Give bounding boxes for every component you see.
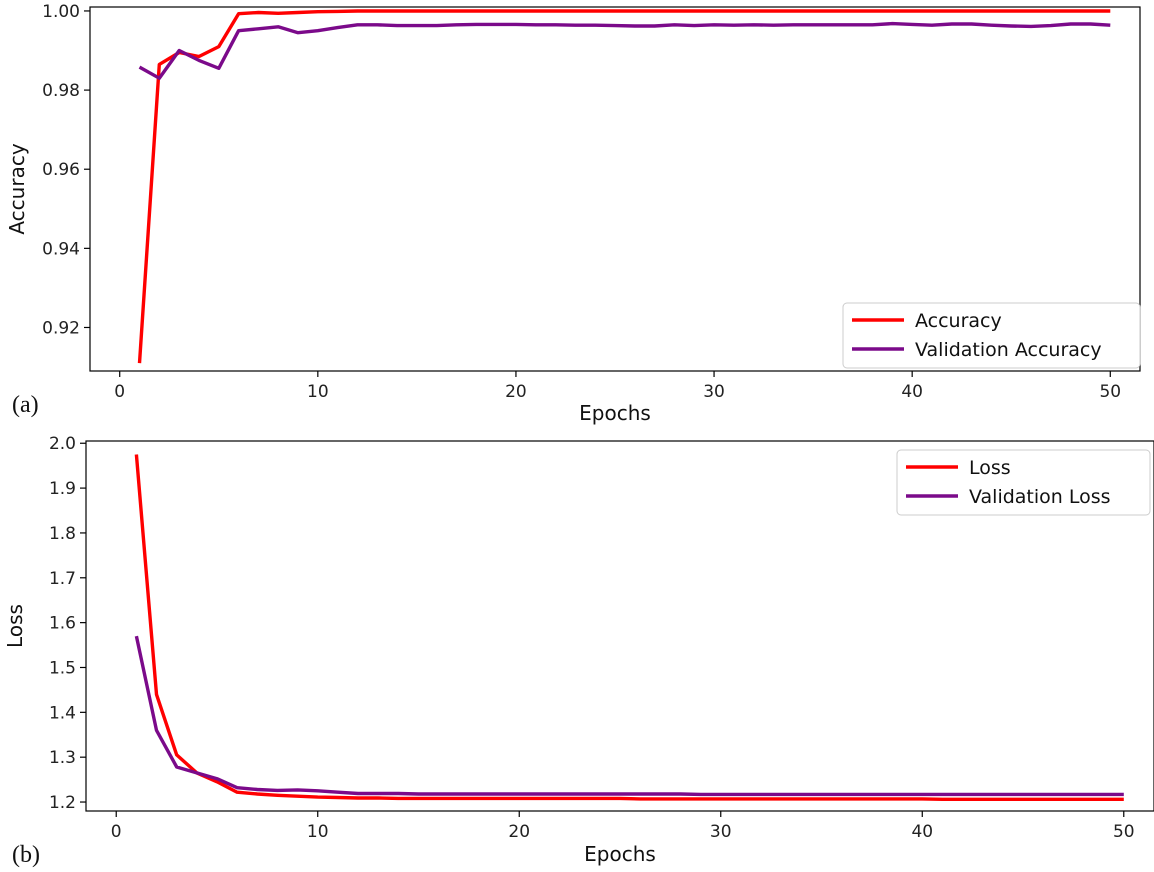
y-tick-label: 1.6 [49,614,76,634]
axes-frame [89,6,1141,372]
x-tick-label: 50 [1099,382,1121,402]
y-tick-label: 1.5 [49,658,76,678]
y-tick-label: 0.98 [42,81,80,101]
x-tick-label: 30 [703,382,725,402]
panel-label-b: (b) [12,842,40,868]
legend: Accuracy Validation Accuracy [842,302,1141,369]
y-tick-label: 1.9 [49,479,76,499]
x-tick-label: 20 [508,822,530,842]
x-tick-label: 0 [111,822,122,842]
y-tick-label: 1.00 [42,2,80,22]
x-tick-label: 40 [901,382,923,402]
x-tick-label: 0 [114,382,125,402]
legend-box [842,302,1141,369]
y-tick-label: 1.4 [49,703,76,723]
legend-box [896,449,1151,516]
y-tick-label: 0.96 [42,160,80,180]
legend-label: Validation Loss [969,486,1111,508]
y-tick-label: 1.2 [49,793,76,813]
series-line-loss [134,454,1124,801]
x-tick-label: 40 [911,822,933,842]
accuracy-chart: 0 10 20 30 40 50 0.92 0.94 0.96 0.98 1.00 Epochs Acc… [5,2,1141,425]
series-line-validation-loss [134,635,1124,797]
y-tick-label: 1.3 [49,748,76,768]
x-tick-label: 10 [307,822,329,842]
legend-label: Loss [969,457,1011,479]
panel-label-a: (a) [12,392,39,418]
legend: Loss Validation Loss [896,449,1151,516]
x-tick-label: 20 [505,382,527,402]
y-tick-label: 1.8 [49,524,76,544]
y-tick-label: 2.0 [49,434,76,454]
y-tick-label: 0.94 [42,239,80,259]
x-axis-label: Epochs [579,401,651,425]
legend-label: Accuracy [915,310,1002,332]
axes-frame [85,440,1154,812]
legend-label: Validation Accuracy [915,339,1102,361]
series-line-accuracy [137,9,1111,364]
y-tick-label: 1.7 [49,569,76,589]
y-axis-label: Accuracy [5,143,29,234]
series-line-validation-accuracy [138,21,1111,80]
loss-chart: 0 10 20 30 40 50 1.2 1.3 1.4 1.5 1.6 1.7 1.8 1.9 2.0 Ep… [3,434,1154,866]
x-tick-label: 10 [307,382,329,402]
x-tick-label: 50 [1113,822,1135,842]
x-tick-label: 30 [710,822,732,842]
y-tick-label: 0.92 [42,318,80,338]
y-axis-label: Loss [3,604,27,648]
x-axis-label: Epochs [584,842,656,866]
